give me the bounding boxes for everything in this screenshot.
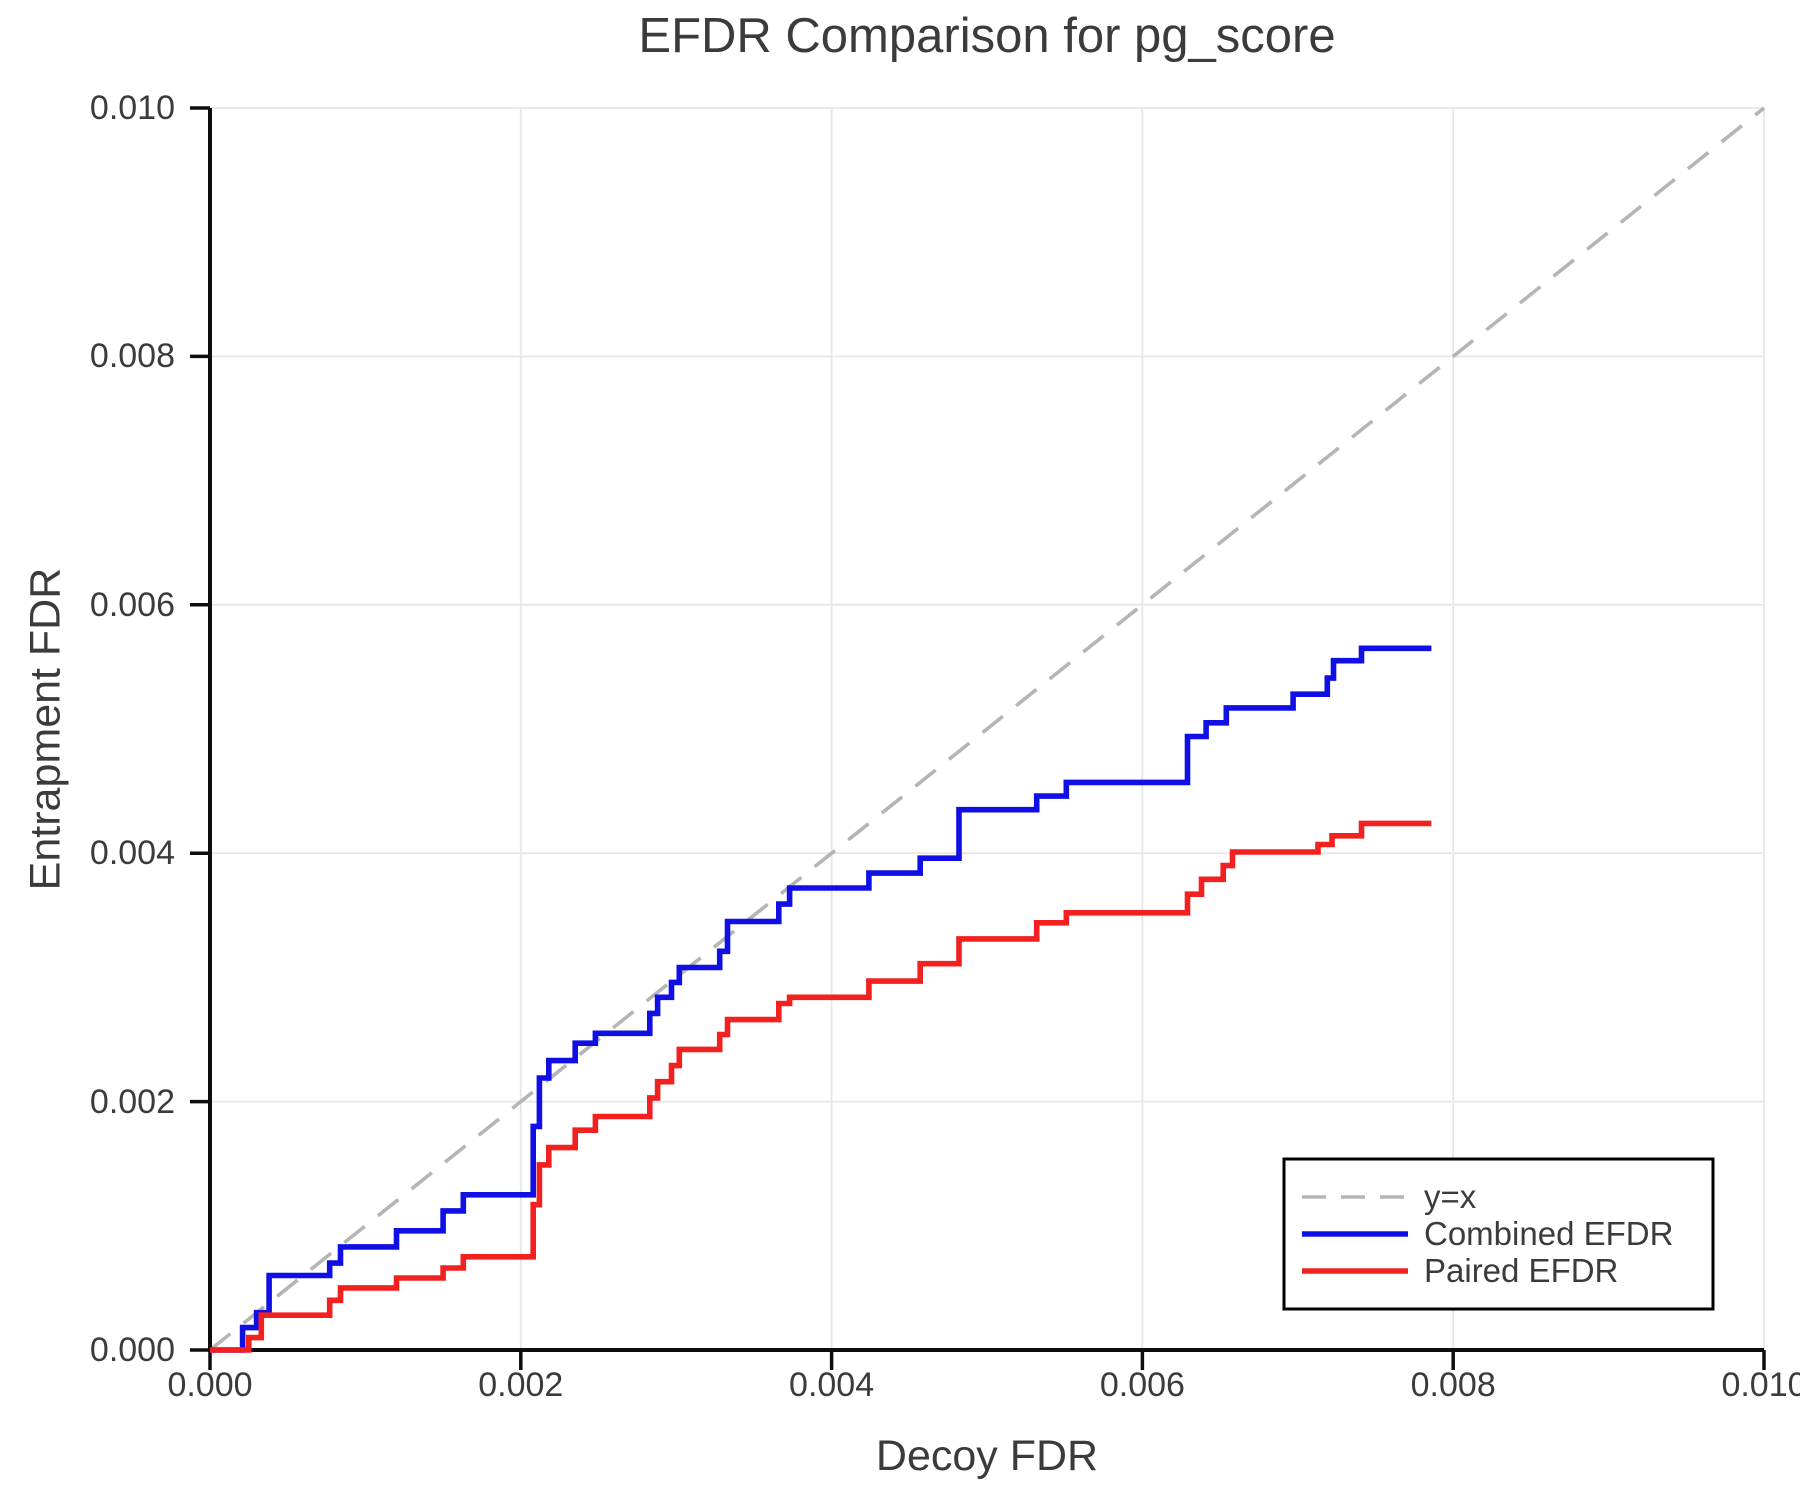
- y-tick-label: 0.008: [89, 337, 175, 376]
- x-tick-label: 0.006: [1099, 1366, 1185, 1404]
- y-tick-label: 0.000: [89, 1331, 175, 1369]
- x-axis-label: Decoy FDR: [875, 1432, 1099, 1480]
- y-tick-label: 0.004: [89, 834, 175, 873]
- legend-label: Paired EFDR: [1424, 1252, 1618, 1289]
- identity-line: [208, 106, 1766, 1352]
- x-tick-label: 0.000: [167, 1366, 253, 1404]
- legend-label: y=x: [1424, 1178, 1477, 1215]
- chart-title: EFDR Comparison for pg_score: [638, 9, 1336, 63]
- x-tick-label: 0.004: [789, 1366, 875, 1404]
- y-axis-label: Entrapment FDR: [21, 567, 70, 891]
- y-tick-label: 0.006: [89, 585, 175, 624]
- x-tick-label: 0.002: [478, 1366, 564, 1404]
- combined-efdr-line: [210, 645, 1432, 1353]
- legend-label: Combined EFDR: [1424, 1215, 1673, 1252]
- x-tick-label: 0.008: [1410, 1366, 1496, 1404]
- y-tick-label: 0.002: [89, 1082, 175, 1121]
- y-tick-label: 0.010: [89, 89, 175, 127]
- paired-efdr-line: [210, 820, 1432, 1353]
- x-tick-label: 0.010: [1721, 1366, 1800, 1404]
